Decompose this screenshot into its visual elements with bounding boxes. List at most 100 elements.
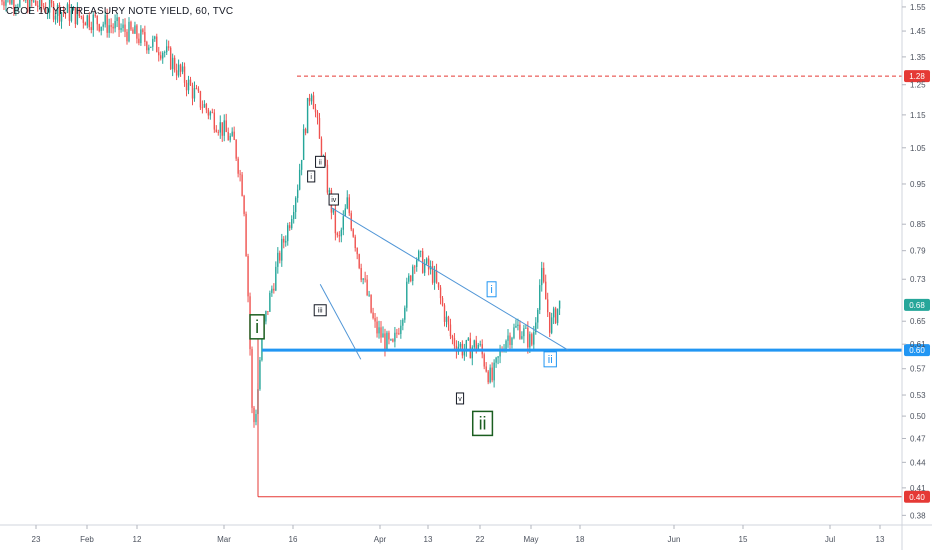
candles-layer: [1, 0, 560, 428]
candle-body: [493, 363, 494, 381]
y-tick-label: 1.25: [910, 81, 926, 90]
candle-body: [525, 328, 526, 329]
candle-body: [313, 95, 314, 109]
candle-body: [343, 216, 344, 229]
candle-body: [33, 1, 34, 2]
candle-body: [174, 58, 175, 70]
candle-body: [480, 344, 481, 345]
candle-body: [515, 326, 516, 327]
candle-body: [255, 414, 256, 422]
candle-body: [97, 16, 98, 24]
candle-body: [497, 356, 498, 357]
y-tick-label: 0.61: [910, 340, 926, 349]
last-price-label: 0.68: [909, 301, 925, 310]
candle-body: [267, 311, 268, 312]
candle-body: [176, 70, 177, 75]
candle-body: [9, 0, 10, 4]
candle-body: [271, 289, 272, 293]
candle-body: [390, 339, 391, 340]
candle-body: [392, 339, 393, 341]
candle-body: [396, 333, 397, 334]
candle-body: [212, 112, 213, 113]
candle-body: [192, 85, 193, 98]
x-tick-label: Mar: [217, 535, 231, 544]
candle-body: [402, 320, 403, 326]
candle-body: [128, 22, 129, 41]
x-tick-label: 15: [739, 535, 748, 544]
candle-body: [474, 340, 475, 347]
candle-body: [150, 47, 151, 48]
candle-body: [341, 230, 342, 237]
candle-body: [3, 2, 4, 6]
candle-body: [406, 282, 407, 308]
candle-body: [273, 289, 274, 291]
candle-body: [523, 328, 524, 336]
candle-body: [166, 46, 167, 52]
candle-body: [116, 17, 117, 21]
candle-body: [180, 65, 181, 72]
y-tick-label: 1.45: [910, 27, 926, 36]
candle-body: [448, 317, 449, 325]
candle-body: [136, 25, 137, 38]
candle-body: [428, 259, 429, 270]
candle-body: [358, 254, 359, 268]
candle-body: [452, 336, 453, 338]
candle-body: [353, 229, 354, 236]
candle-body: [275, 267, 276, 291]
trendline: [320, 284, 361, 359]
candle-body: [210, 112, 211, 115]
candle-body: [339, 235, 340, 236]
candle-body: [118, 17, 119, 29]
y-tick-label: 0.53: [910, 391, 926, 400]
candle-body: [555, 308, 556, 323]
candle-body: [438, 282, 439, 287]
candle-body: [539, 285, 540, 310]
candle-body: [178, 65, 179, 76]
candle-body: [495, 358, 496, 363]
candle-body: [289, 225, 290, 228]
y-tick-label: 0.65: [910, 317, 926, 326]
candle-body: [426, 259, 427, 264]
candle-body: [364, 279, 365, 280]
chart-title: CBOE 10 YR TREASURY NOTE YIELD, 60, TVC: [6, 6, 233, 17]
wave-label: ii: [548, 354, 553, 366]
candle-body: [529, 334, 530, 347]
candle-body: [101, 27, 102, 31]
candle-body: [265, 311, 266, 321]
candle-body: [418, 251, 419, 260]
candle-body: [444, 305, 445, 322]
x-tick-label: Jun: [668, 535, 681, 544]
candle-body: [228, 132, 229, 140]
candle-body: [168, 46, 169, 47]
candle-body: [551, 317, 552, 332]
candle-body: [400, 326, 401, 334]
candle-body: [315, 109, 316, 112]
candle-body: [446, 317, 447, 322]
candle-body: [208, 110, 209, 116]
candle-body: [327, 165, 328, 193]
candle-body: [31, 0, 32, 1]
wave-label: i: [490, 284, 492, 296]
candle-body: [83, 17, 84, 23]
wave-label: i: [255, 317, 259, 337]
x-tick-label: 16: [289, 535, 298, 544]
candle-body: [380, 327, 381, 337]
candle-body: [110, 25, 111, 27]
x-tick-label: 23: [32, 535, 41, 544]
candle-body: [543, 268, 544, 282]
candle-body: [233, 132, 234, 140]
candle-body: [287, 225, 288, 241]
candle-body: [85, 23, 86, 26]
candle-body: [297, 190, 298, 198]
price-tag-label: 0.40: [909, 493, 925, 502]
candle-body: [440, 287, 441, 298]
candle-body: [337, 233, 338, 235]
candle-body: [245, 214, 246, 256]
candle-body: [172, 58, 173, 69]
candle-body: [146, 42, 147, 50]
candle-body: [51, 0, 52, 3]
wave-label: iii: [318, 308, 323, 315]
candle-body: [368, 295, 369, 296]
candle-body: [148, 48, 149, 51]
